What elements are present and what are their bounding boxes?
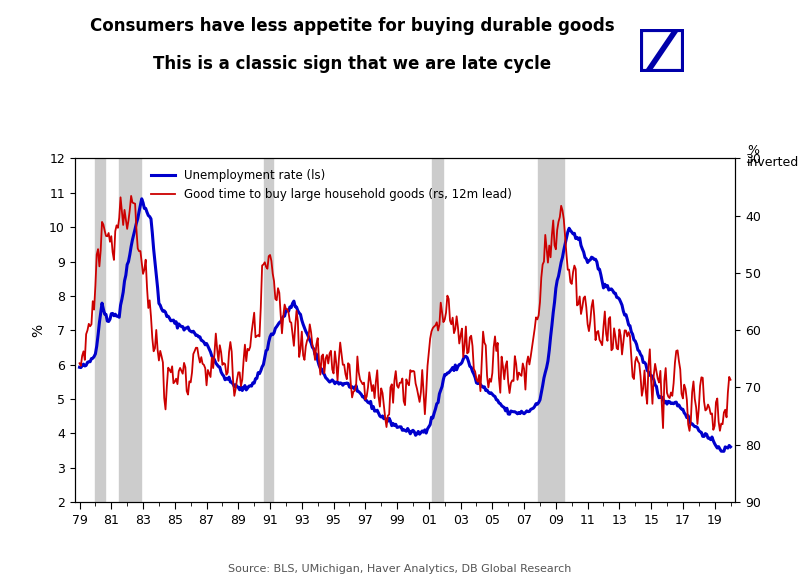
Text: Consumers have less appetite for buying durable goods: Consumers have less appetite for buying … [90, 17, 614, 35]
Text: inverted: inverted [747, 156, 799, 168]
Bar [95, 159, 105, 502]
Bar [119, 159, 142, 502]
Bar [432, 159, 443, 502]
Text: %: % [747, 144, 759, 157]
Text: Source: BLS, UMichigan, Haver Analytics, DB Global Research: Source: BLS, UMichigan, Haver Analytics,… [228, 564, 572, 574]
Legend: Unemployment rate (ls), Good time to buy large household goods (rs, 12m lead): Unemployment rate (ls), Good time to buy… [146, 164, 517, 206]
Bar [264, 159, 274, 502]
Bar [538, 159, 564, 502]
FancyBboxPatch shape [642, 30, 682, 71]
Y-axis label: %: % [31, 324, 45, 337]
Text: This is a classic sign that we are late cycle: This is a classic sign that we are late … [153, 55, 551, 73]
